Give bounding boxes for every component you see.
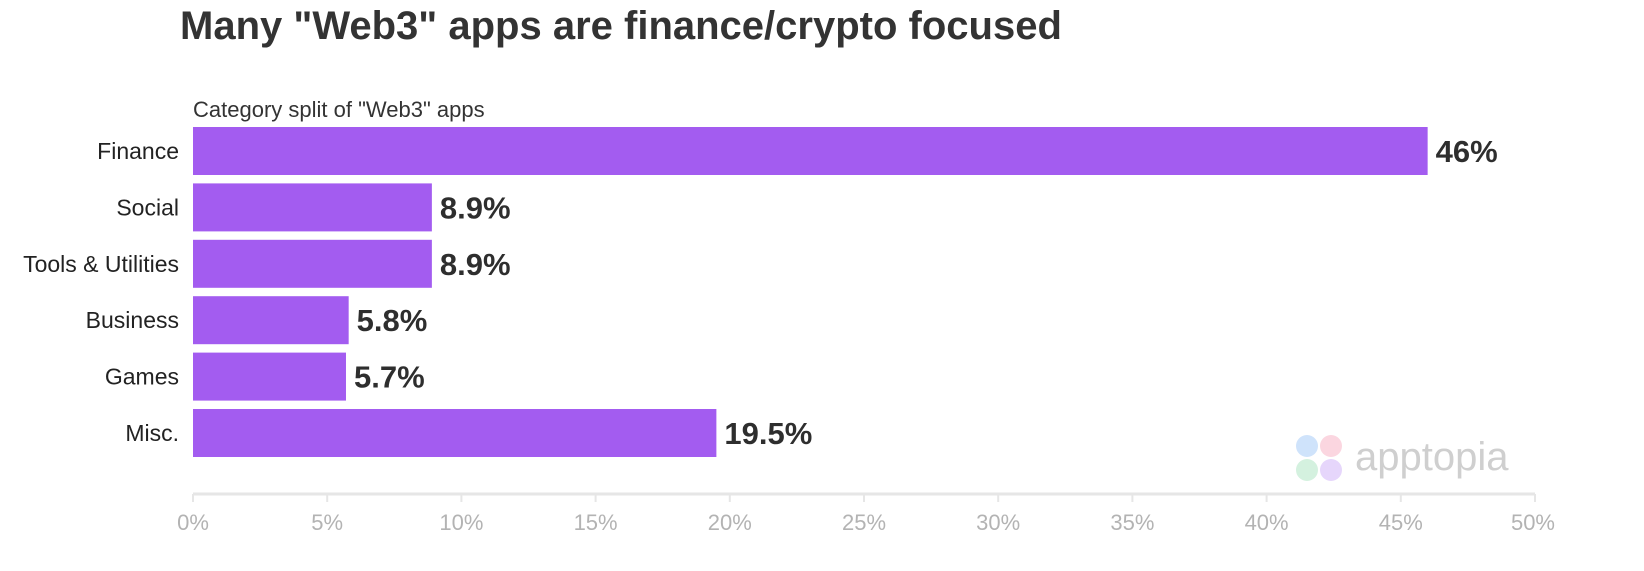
category-label: Misc. <box>125 420 179 446</box>
category-label: Tools & Utilities <box>23 251 179 277</box>
bar <box>193 239 432 288</box>
bar <box>193 127 1428 175</box>
value-label: 5.7% <box>354 360 425 395</box>
x-tick-label: 15% <box>574 510 618 535</box>
x-tick-label: 40% <box>1245 510 1289 535</box>
category-label: Games <box>105 364 179 390</box>
logo-wordmark: apptopia <box>1355 435 1509 479</box>
logo-petal-pink <box>1320 435 1342 457</box>
x-tick-label: 10% <box>439 510 483 535</box>
bar <box>193 409 717 457</box>
x-tick-label: 30% <box>976 510 1020 535</box>
apptopia-logo: apptopia <box>1296 435 1509 481</box>
chart-subtitle: Category split of "Web3" apps <box>193 97 485 122</box>
bars-group: Finance 46% Social 8.9% Tools & Utilities 8.9… <box>23 127 1498 457</box>
category-label: Business <box>86 307 179 333</box>
value-label: 19.5% <box>724 416 812 451</box>
bar <box>193 352 346 401</box>
x-tick-label: 20% <box>708 510 752 535</box>
x-axis: 0% 5% 10% 15% 20% 25% 30% 35% 40% 45% 50% <box>177 492 1555 535</box>
value-label: 46% <box>1436 134 1498 169</box>
x-tick-label: 0% <box>177 510 209 535</box>
x-tick-label: 50% <box>1511 510 1555 535</box>
logo-petal-purple <box>1320 459 1342 481</box>
value-label: 8.9% <box>440 247 511 282</box>
bar <box>193 296 349 345</box>
value-label: 8.9% <box>440 190 511 225</box>
logo-petal-blue <box>1296 435 1318 457</box>
category-label: Social <box>116 194 179 220</box>
value-label: 5.8% <box>357 303 428 338</box>
chart-title: Many "Web3" apps are finance/crypto focu… <box>180 4 1062 48</box>
category-label: Finance <box>97 138 179 164</box>
x-tick-label: 45% <box>1379 510 1423 535</box>
x-tick-label: 25% <box>842 510 886 535</box>
x-tick-label: 5% <box>311 510 343 535</box>
bar <box>193 183 432 232</box>
x-tick-label: 35% <box>1110 510 1154 535</box>
logo-petal-green <box>1296 459 1318 481</box>
